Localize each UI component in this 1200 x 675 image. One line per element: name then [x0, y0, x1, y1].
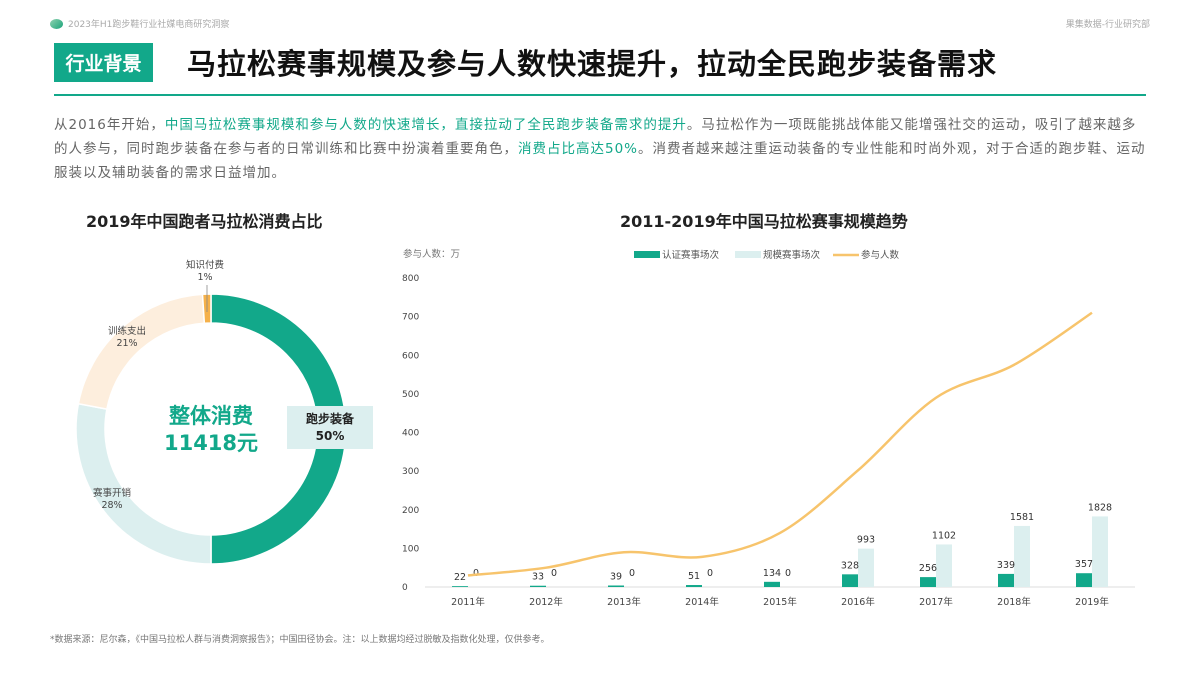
y-axis-label: 参与人数：万	[403, 248, 460, 260]
legend-label: 参与人数	[861, 249, 900, 261]
intro-highlight: 消费占比高达50%	[518, 141, 639, 157]
y-tick-label: 800	[402, 274, 419, 284]
data-label-scale: 0	[707, 568, 713, 579]
bar-certified	[608, 585, 624, 587]
x-tick-label: 2016年	[841, 596, 875, 608]
x-tick-label: 2012年	[529, 596, 563, 608]
data-label-scale: 0	[629, 568, 635, 579]
data-label-certified: 51	[688, 571, 700, 582]
y-tick-label: 500	[402, 390, 419, 400]
data-label-scale: 0	[551, 568, 557, 579]
x-tick-label: 2017年	[919, 596, 953, 608]
bar-certified	[842, 574, 858, 587]
x-tick-label: 2014年	[685, 596, 719, 608]
data-label-certified: 256	[919, 563, 937, 574]
bar-scale	[1092, 516, 1108, 587]
slice-label-box	[287, 406, 373, 449]
logo-icon	[50, 18, 63, 29]
bar-certified	[1076, 573, 1092, 587]
legend-swatch	[634, 251, 660, 258]
data-label-certified: 39	[610, 571, 622, 582]
bar-scale	[1014, 525, 1030, 587]
bar-certified	[920, 577, 936, 587]
y-tick-label: 400	[402, 429, 419, 439]
report-name: 2023年H1跑步鞋行业社媒电商研究洞察	[68, 20, 230, 30]
footer-source: *数据来源：尼尔森，《中国马拉松人群与消费洞察报告》；中国田径协会。注：以上数据…	[50, 635, 550, 645]
data-label-certified: 328	[841, 560, 859, 571]
bar-chart-title: 2011-2019年中国马拉松赛事规模趋势	[620, 212, 908, 231]
intro-highlight: 中国马拉松赛事规模和参与人数的快速增长，直接拉动了全民跑步装备需求的提升	[164, 117, 687, 133]
combo-chart: 参与人数：万 0 100 200 300 400 500 600 700 800 认证赛事场次 规模赛…	[402, 248, 1135, 608]
x-tick-label: 2011年	[451, 596, 485, 608]
data-label-scale: 1102	[932, 530, 956, 541]
page-title: 马拉松赛事规模及参与人数快速提升，拉动全民跑步装备需求	[187, 47, 998, 81]
data-label-certified: 357	[1075, 559, 1093, 570]
slice-label-name: 赛事开销	[93, 487, 132, 499]
section-tag: 行业背景	[54, 43, 153, 82]
bar-certified	[686, 585, 702, 587]
bar-certified	[764, 581, 780, 587]
intro-text: 从2016年开始，	[54, 117, 165, 133]
title-divider	[54, 94, 1146, 96]
center-value: 11418元	[164, 431, 258, 455]
participants-line	[467, 311, 1093, 577]
data-label-scale: 1581	[1010, 512, 1034, 523]
x-tick-label: 2019年	[1075, 596, 1109, 608]
slice-label-value: 50%	[316, 429, 345, 443]
donut-title: 2019年中国跑者马拉松消费占比	[86, 212, 323, 231]
data-label-certified: 339	[997, 560, 1015, 571]
intro-text: 。消费者越来越注重运动装备的专业性能和时尚外观，对于合适的跑步鞋、运动服装以及辅…	[54, 141, 1146, 181]
data-label-scale: 993	[857, 535, 875, 546]
legend-swatch	[735, 251, 761, 258]
y-tick-label: 0	[402, 583, 408, 593]
x-tick-label: 2015年	[763, 596, 797, 608]
bar-scale	[858, 548, 874, 587]
y-tick-label: 300	[402, 467, 419, 477]
legend-label: 规模赛事场次	[763, 249, 821, 261]
report-header: 2023年H1跑步鞋行业社媒电商研究洞察	[50, 17, 229, 30]
data-label-certified: 22	[454, 572, 466, 583]
y-tick-label: 600	[402, 351, 419, 361]
bar-certified	[452, 586, 468, 587]
data-label-certified: 134	[763, 568, 781, 579]
slice-label-value: 21%	[116, 338, 137, 349]
slice-label-value: 1%	[197, 272, 212, 283]
data-label-certified: 33	[532, 572, 544, 583]
bar-certified	[530, 585, 546, 587]
y-tick-label: 700	[402, 313, 419, 323]
slice-label-name: 跑步装备	[306, 411, 355, 426]
legend-label: 认证赛事场次	[662, 249, 720, 261]
bar-certified	[998, 573, 1014, 587]
y-tick-label: 200	[402, 506, 419, 516]
org-name: 果集数据-行业研究部	[1065, 20, 1150, 30]
center-label: 整体消费	[169, 404, 253, 428]
x-tick-label: 2018年	[997, 596, 1031, 608]
slice-label-value: 28%	[101, 500, 122, 511]
bar-scale	[936, 544, 952, 587]
data-label-scale: 1828	[1088, 502, 1112, 513]
data-label-scale: 0	[785, 568, 791, 579]
x-tick-label: 2013年	[607, 596, 641, 608]
slice-label-name: 知识付费	[186, 259, 224, 271]
y-tick-label: 100	[402, 544, 419, 554]
donut-slice-3	[77, 293, 206, 411]
intro-text: 。马拉松作为一项既能挑战体能又能增强社交的运动，吸引了越来越多的人参与，同时跑步…	[54, 117, 1137, 157]
donut-slice-1	[210, 293, 347, 565]
intro-paragraph: 从2016年开始，中国马拉松赛事规模和参与人数的快速增长，直接拉动了全民跑步装备…	[54, 113, 1149, 185]
slice-label-name: 训练支出	[108, 325, 146, 337]
